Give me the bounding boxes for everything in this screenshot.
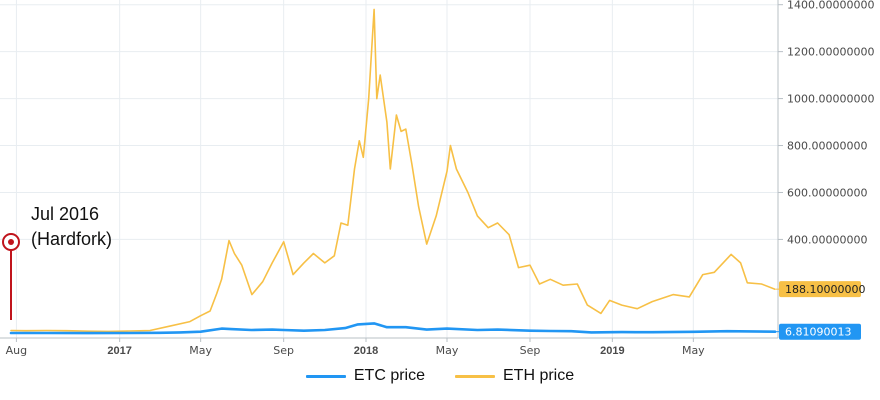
legend: ETC price ETH price [0, 362, 880, 390]
y-tick-label: 1000.00000000 [787, 93, 874, 106]
legend-item-etc[interactable]: ETC price [305, 367, 425, 385]
legend-swatch-etc [305, 374, 346, 378]
x-tick-label: May [436, 344, 459, 357]
grid-lines [0, 0, 778, 338]
legend-item-eth[interactable]: ETH price [455, 367, 574, 385]
y-tick-label: 1400.00000000 [787, 0, 874, 12]
x-tick-label: May [682, 344, 705, 357]
last-value-label-eth: 188.10000000 [785, 283, 865, 296]
series-line-eth [10, 8, 776, 333]
y-tick-label: 1200.00000000 [787, 46, 874, 59]
y-axis-ticks: 1400.00000000 1200.00000000 1000.00000000 8… [778, 0, 874, 246]
legend-swatch-eth [455, 374, 495, 378]
annotation-marker-dot [8, 239, 14, 245]
x-tick-label: Sep [520, 344, 541, 357]
y-tick-label: 400.00000000 [787, 233, 867, 246]
x-axis-ticks: Aug 2017 May Sep 2018 May Sep 2019 May [6, 338, 705, 357]
x-tick-label: May [189, 344, 212, 357]
series-line-etc [9, 322, 777, 335]
y-tick-label: 800.00000000 [787, 140, 867, 153]
x-tick-label: 2019 [600, 345, 624, 357]
y-tick-label: 600.00000000 [787, 186, 867, 199]
annotation-layer: Jul 2016 (Hardfork) [2, 204, 112, 320]
last-value-badge-etc [779, 323, 861, 340]
plot-area [0, 0, 778, 338]
legend-label-etc: ETC price [353, 367, 425, 384]
x-tick-label: 2017 [107, 345, 131, 357]
x-tick-label: 2018 [354, 345, 378, 357]
price-chart: 1400.00000000 1200.00000000 1000.00000000 8… [0, 0, 874, 357]
annotation-label: Jul 2016 [31, 204, 99, 224]
last-value-badge-eth [779, 281, 861, 298]
x-tick-label: Sep [273, 344, 294, 357]
x-tick-label: Aug [6, 344, 27, 357]
annotation-label: (Hardfork) [31, 229, 112, 249]
last-value-label-etc: 6.81090013 [785, 326, 851, 339]
last-value-badges: 6.81090013 188.10000000 [776, 281, 865, 340]
legend-label-eth: ETH price [503, 367, 575, 384]
series-layer [9, 8, 777, 335]
